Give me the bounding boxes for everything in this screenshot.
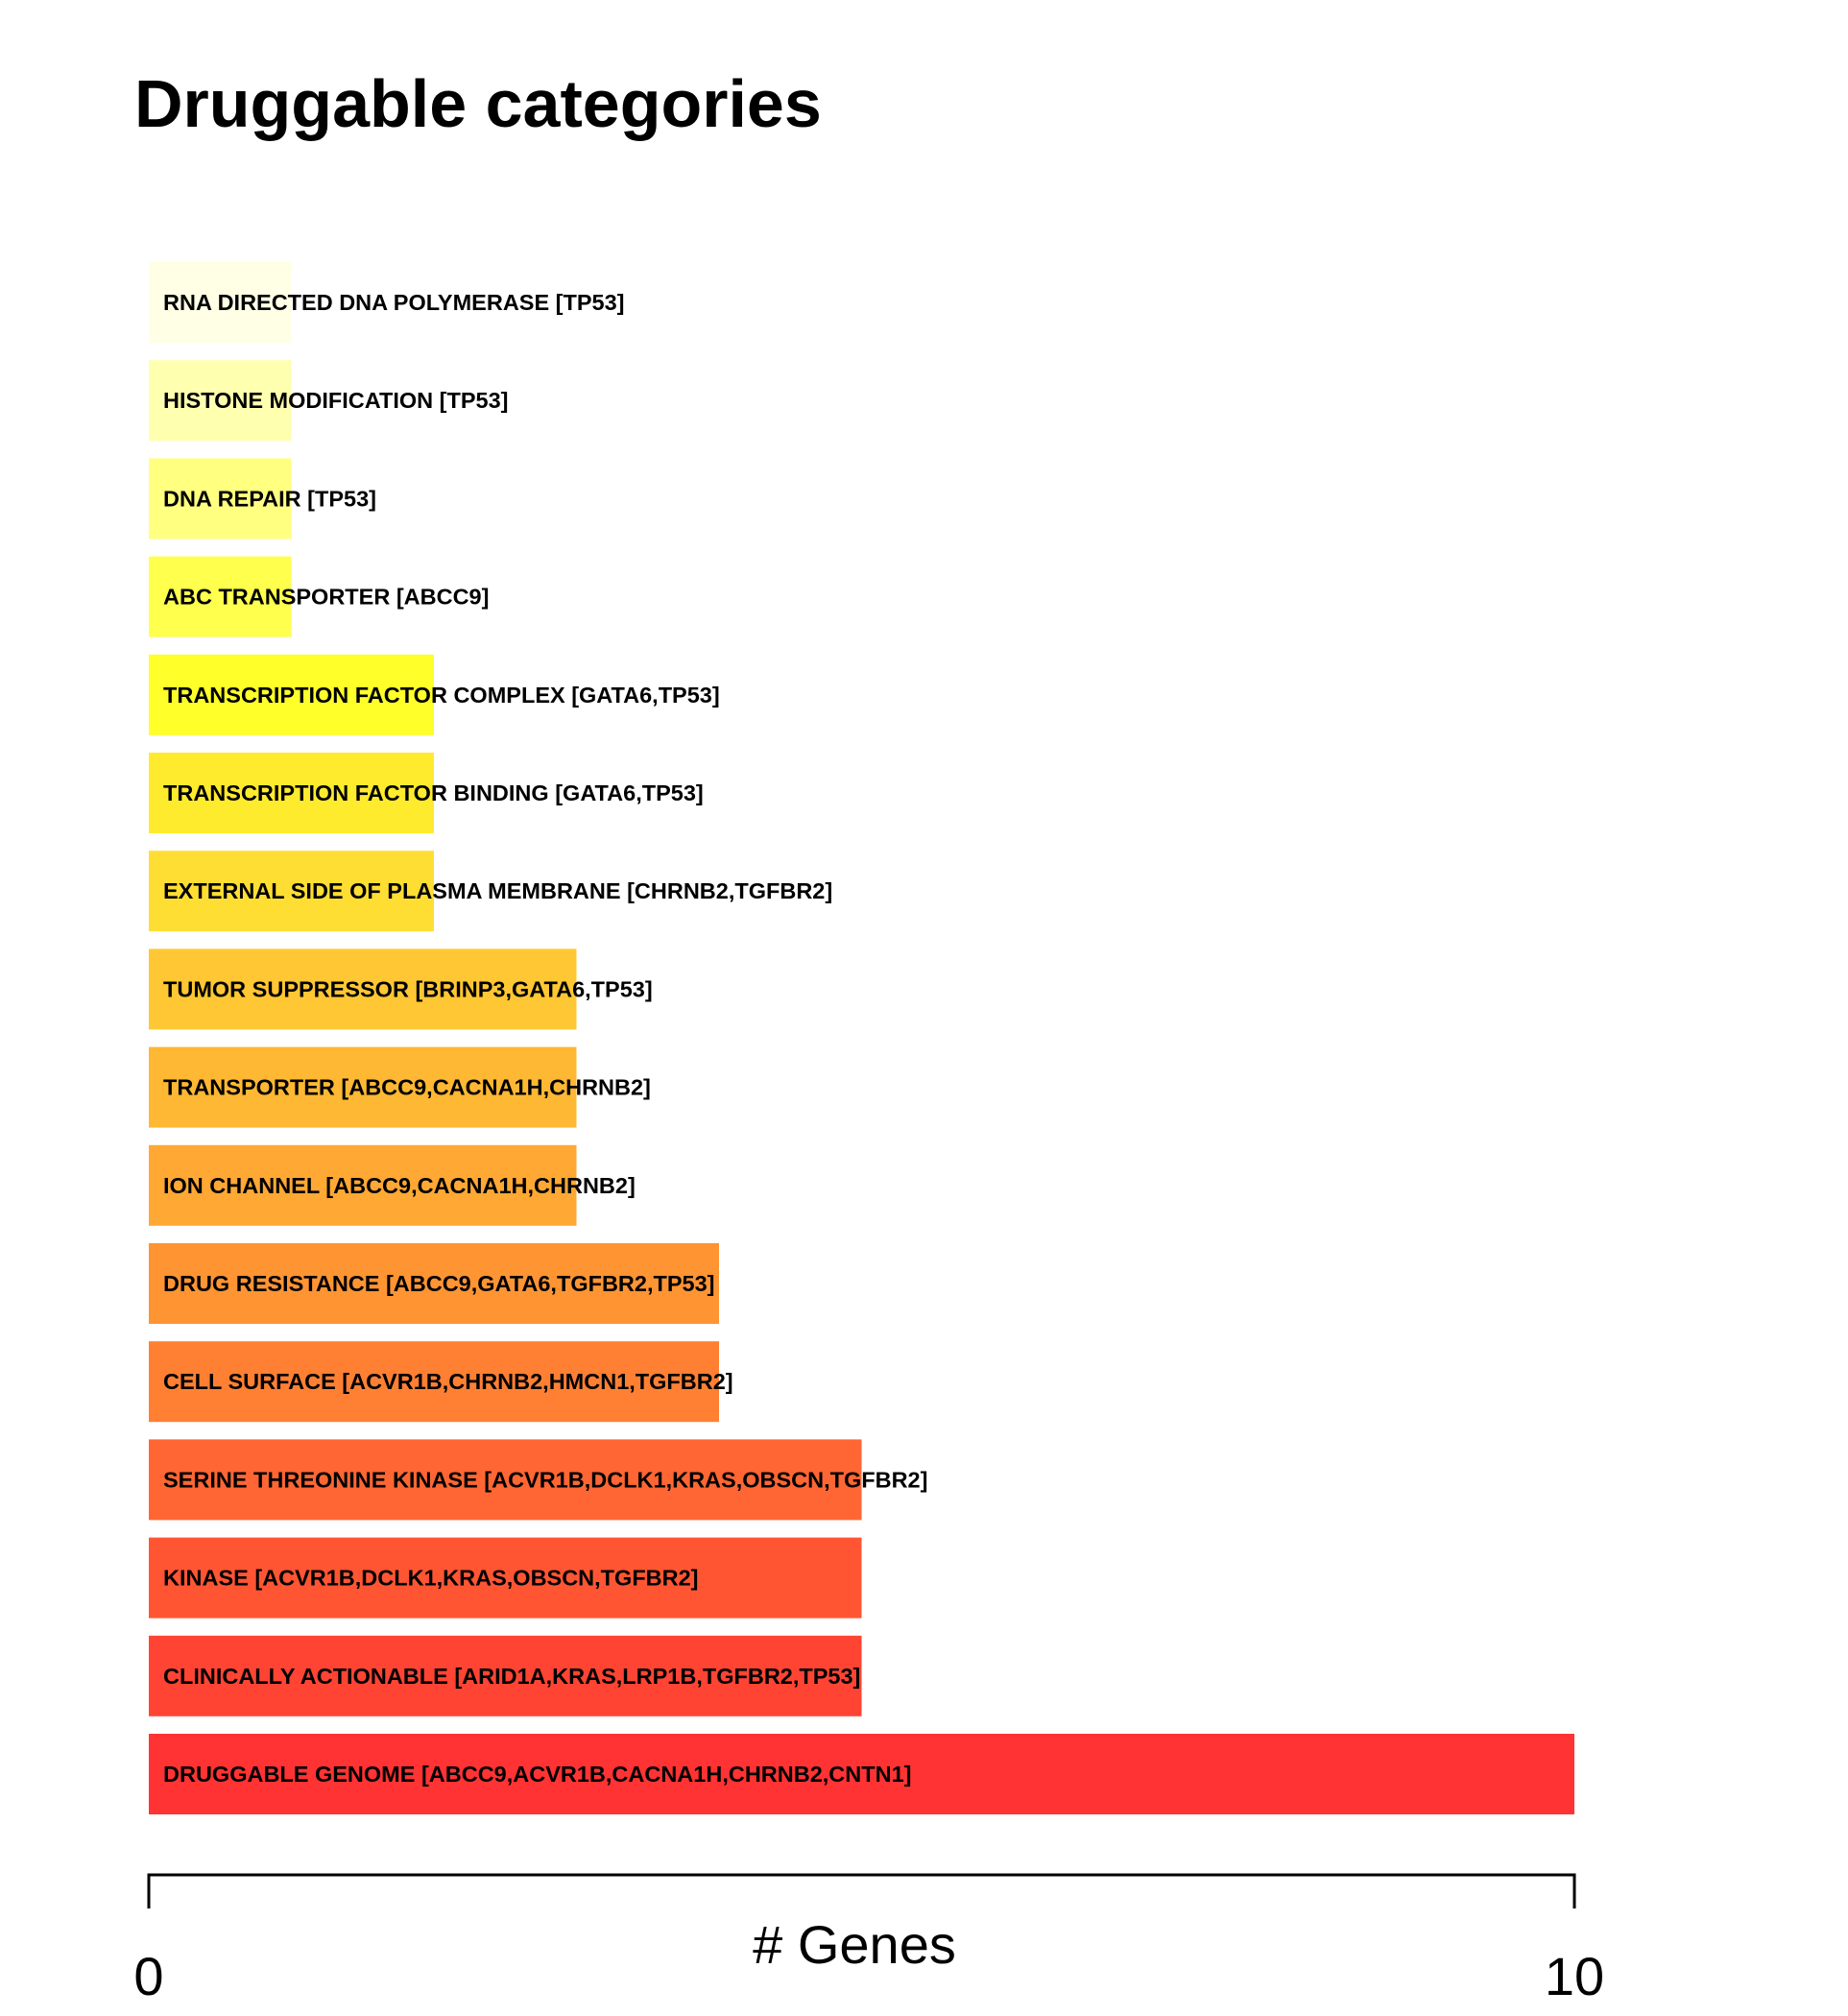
bar <box>149 1046 577 1128</box>
bar-label: TRANSPORTER [ABCC9,CACNA1H,CHRNB2] <box>163 1075 651 1100</box>
bar <box>149 556 292 637</box>
bar <box>149 1537 862 1619</box>
bar <box>149 654 434 735</box>
bar-label: DRUGGABLE GENOME [ABCC9,ACVR1B,CACNA1H,C… <box>163 1762 911 1787</box>
bar <box>149 948 577 1030</box>
bar <box>149 458 292 540</box>
bar <box>149 360 292 442</box>
bar-label: TRANSCRIPTION FACTOR COMPLEX [GATA6,TP53… <box>163 683 720 708</box>
bar-label: DRUG RESISTANCE [ABCC9,GATA6,TGFBR2,TP53… <box>163 1271 715 1296</box>
bars-group: RNA DIRECTED DNA POLYMERASE [TP53] HISTON… <box>149 262 1574 1814</box>
x-tick-label: 0 <box>133 1946 163 2006</box>
bar-label: DNA REPAIR [TP53] <box>163 486 376 511</box>
bar <box>149 262 292 343</box>
bar-label: EXTERNAL SIDE OF PLASMA MEMBRANE [CHRNB2… <box>163 878 832 903</box>
x-tick-label: 10 <box>1545 1946 1604 2006</box>
bar-label: TUMOR SUPPRESSOR [BRINP3,GATA6,TP53] <box>163 976 653 1001</box>
bar <box>149 1439 862 1521</box>
bar-label: CLINICALLY ACTIONABLE [ARID1A,KRAS,LRP1B… <box>163 1664 860 1689</box>
bar-label: KINASE [ACVR1B,DCLK1,KRAS,OBSCN,TGFBR2] <box>163 1566 699 1591</box>
bar-label: ION CHANNEL [ABCC9,CACNA1H,CHRNB2] <box>163 1173 636 1198</box>
bar <box>149 1144 577 1226</box>
bar-label: SERINE THREONINE KINASE [ACVR1B,DCLK1,KR… <box>163 1467 927 1492</box>
bar-label: RNA DIRECTED DNA POLYMERASE [TP53] <box>163 290 625 315</box>
chart-title: Druggable categories <box>134 66 822 141</box>
bar-label: CELL SURFACE [ACVR1B,CHRNB2,HMCN1,TGFBR2… <box>163 1369 733 1394</box>
bar <box>149 753 434 833</box>
bar <box>149 1635 862 1716</box>
bar-label: TRANSCRIPTION FACTOR BINDING [GATA6,TP53… <box>163 780 704 805</box>
bar <box>149 851 434 932</box>
bar <box>149 1341 719 1423</box>
bar <box>149 1243 719 1324</box>
x-axis: 0 10 <box>133 1873 1604 2006</box>
bar-label: HISTONE MODIFICATION [TP53] <box>163 388 508 413</box>
bar <box>149 1734 1574 1814</box>
bar-label: ABC TRANSPORTER [ABCC9] <box>163 585 489 610</box>
x-axis-title: # Genes <box>753 1914 956 1975</box>
x-axis-line <box>147 1873 1576 1908</box>
